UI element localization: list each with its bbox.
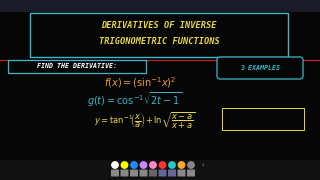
FancyBboxPatch shape	[130, 170, 138, 177]
Text: FIND THE DERIVATIVE:: FIND THE DERIVATIVE:	[37, 64, 117, 69]
FancyBboxPatch shape	[121, 170, 129, 177]
Circle shape	[159, 162, 166, 168]
Text: ›: ›	[201, 162, 204, 168]
FancyBboxPatch shape	[8, 60, 146, 73]
FancyBboxPatch shape	[0, 160, 320, 180]
FancyBboxPatch shape	[217, 57, 303, 79]
Circle shape	[178, 162, 185, 168]
FancyBboxPatch shape	[0, 0, 320, 12]
Text: $y = \tan^{-1}\!\!\left(\dfrac{x}{a}\right)\!+\ln\!\sqrt{\dfrac{x-a}{x+a}}$: $y = \tan^{-1}\!\!\left(\dfrac{x}{a}\rig…	[94, 110, 196, 130]
FancyBboxPatch shape	[187, 170, 195, 177]
Circle shape	[121, 162, 128, 168]
Circle shape	[131, 162, 137, 168]
Text: $g(t) = \cos^{-1}\!\sqrt{2t-1}$: $g(t) = \cos^{-1}\!\sqrt{2t-1}$	[87, 91, 182, 109]
Circle shape	[188, 162, 194, 168]
FancyBboxPatch shape	[149, 170, 157, 177]
Text: DERIVATIVES OF INVERSE: DERIVATIVES OF INVERSE	[101, 21, 217, 30]
FancyBboxPatch shape	[158, 170, 166, 177]
FancyBboxPatch shape	[140, 170, 148, 177]
Circle shape	[112, 162, 118, 168]
Text: $f(x) = (\sin^{-1}\!x)^2$: $f(x) = (\sin^{-1}\!x)^2$	[104, 76, 176, 90]
Text: 3 EXAMPLES: 3 EXAMPLES	[240, 65, 280, 71]
FancyBboxPatch shape	[168, 170, 176, 177]
Circle shape	[150, 162, 156, 168]
FancyBboxPatch shape	[111, 170, 119, 177]
FancyBboxPatch shape	[178, 170, 186, 177]
Circle shape	[140, 162, 147, 168]
FancyBboxPatch shape	[30, 13, 288, 57]
Text: TRIGONOMETRIC FUNCTIONS: TRIGONOMETRIC FUNCTIONS	[99, 37, 220, 46]
Circle shape	[169, 162, 175, 168]
